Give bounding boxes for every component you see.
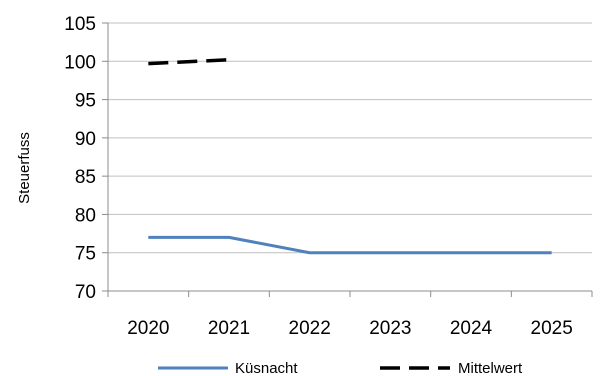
x-tick-label: 2023	[369, 318, 411, 339]
y-tick-label: 75	[75, 244, 96, 265]
y-tick-label: 100	[64, 52, 96, 73]
axes	[102, 22, 593, 297]
y-tick-label: 80	[75, 205, 96, 226]
x-tick-labels: 2020 2021 2022 2023 2024 2025	[127, 318, 573, 339]
legend-label: Küsnacht	[235, 360, 298, 376]
x-tick-label: 2022	[289, 318, 331, 339]
y-tick-labels: 70 75 80 85 90 95 100 105	[64, 14, 96, 303]
gridlines	[108, 22, 592, 254]
series-line-mittelwert	[148, 58, 230, 66]
y-tick-label: 85	[75, 167, 96, 188]
y-tick-label: 70	[75, 282, 96, 303]
legend: Küsnacht Mittelwert	[158, 360, 523, 376]
y-tick-label: 90	[75, 129, 96, 150]
y-tick-label: 105	[64, 14, 96, 35]
y-tick-label: 95	[75, 91, 96, 112]
x-tick-label: 2024	[450, 318, 493, 339]
x-tick-label: 2020	[127, 318, 169, 339]
legend-label: Mittelwert	[458, 360, 523, 376]
y-axis-label: Steuerfuss	[16, 132, 33, 204]
x-tick-label: 2025	[531, 318, 573, 339]
series-line-kuesnacht	[148, 235, 552, 255]
x-tick-label: 2021	[208, 318, 250, 339]
series-lines	[148, 58, 552, 255]
